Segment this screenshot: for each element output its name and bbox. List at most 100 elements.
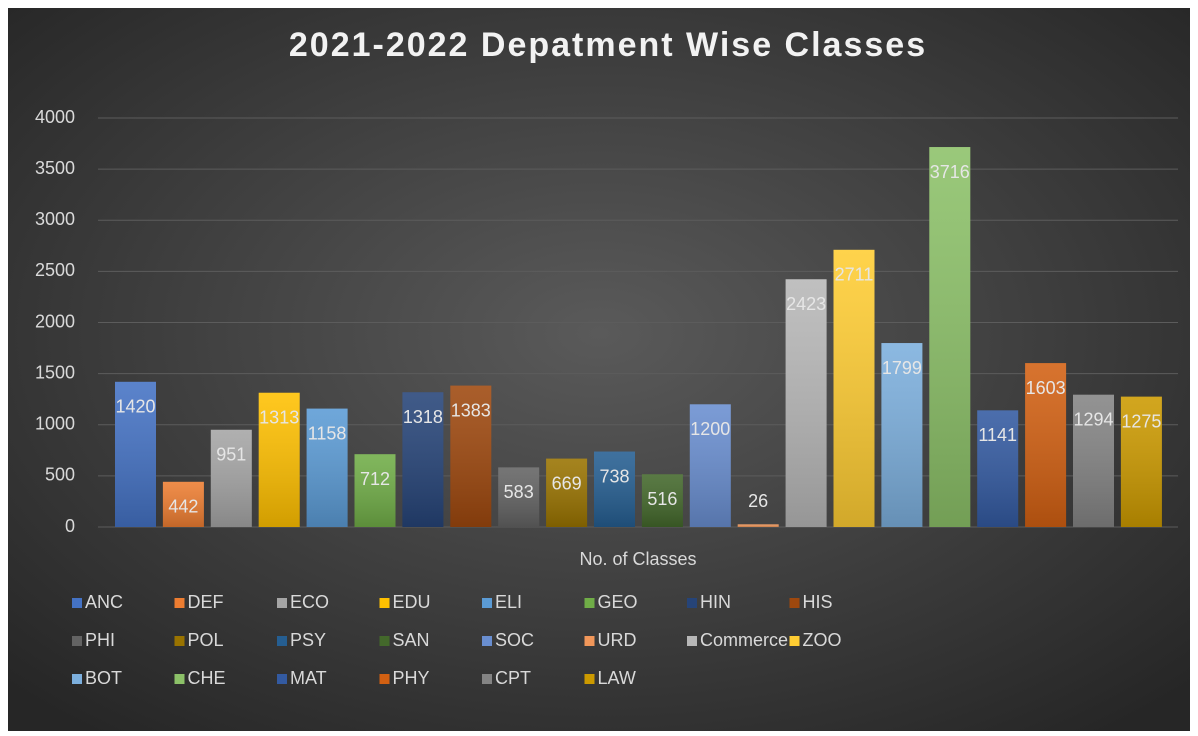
- data-label: 516: [647, 489, 677, 509]
- legend-swatch: [687, 636, 697, 646]
- data-label: 26: [748, 491, 768, 511]
- bar-shade: [450, 385, 492, 527]
- data-label: 1313: [259, 407, 299, 427]
- data-label: 738: [599, 466, 629, 486]
- y-tick-label: 2500: [35, 260, 75, 280]
- data-label: 2711: [835, 265, 874, 285]
- legend-swatch: [379, 598, 390, 608]
- data-label: 1141: [978, 425, 1017, 445]
- bar-shade: [594, 451, 635, 527]
- legend-label: ECO: [290, 592, 329, 612]
- data-label: 583: [504, 482, 534, 502]
- data-label: 1318: [403, 407, 443, 427]
- bar-shade: [641, 474, 683, 527]
- data-label: 1420: [115, 397, 155, 417]
- data-label: 669: [552, 473, 582, 493]
- y-tick-label: 1500: [35, 362, 75, 382]
- legend-label: PSY: [290, 630, 326, 650]
- legend-label: MAT: [290, 668, 327, 688]
- legend-label: PHI: [85, 630, 115, 650]
- y-tick-label: 0: [65, 516, 75, 536]
- legend-label: PHY: [393, 668, 430, 688]
- legend-label: Commerce: [700, 630, 788, 650]
- y-tick-label: 3000: [35, 209, 75, 229]
- bar-shade: [498, 467, 540, 527]
- legend-label: BOT: [85, 668, 122, 688]
- legend-label: SOC: [495, 630, 534, 650]
- data-label: 1294: [1073, 409, 1113, 429]
- legend-swatch: [584, 636, 595, 646]
- data-label: 1799: [882, 358, 922, 378]
- legend-label: CHE: [188, 668, 226, 688]
- data-label: 442: [168, 497, 198, 517]
- legend-label: URD: [598, 630, 637, 650]
- legend-label: ZOO: [803, 630, 842, 650]
- bar-shade: [1025, 363, 1067, 527]
- legend-label: SAN: [393, 630, 430, 650]
- legend-swatch: [277, 636, 287, 646]
- legend-swatch: [789, 636, 800, 646]
- legend-label: HIS: [803, 592, 833, 612]
- legend-label: DEF: [188, 592, 224, 612]
- bar-shade: [689, 404, 731, 527]
- legend-swatch: [72, 636, 82, 646]
- chart-background: [8, 8, 1190, 731]
- y-tick-label: 2000: [35, 311, 75, 331]
- legend-swatch: [277, 674, 287, 684]
- legend-swatch: [482, 598, 492, 608]
- data-label: 1200: [690, 419, 730, 439]
- legend-swatch: [584, 598, 595, 608]
- chart-title: 2021-2022 Depatment Wise Classes: [289, 26, 927, 64]
- bar-shade: [785, 279, 827, 527]
- data-label: 1603: [1026, 378, 1066, 398]
- bar-shade: [1073, 394, 1114, 527]
- legend-swatch: [174, 674, 185, 684]
- data-label: 951: [216, 445, 246, 465]
- bar-shade: [929, 147, 971, 527]
- legend-swatch: [687, 598, 697, 608]
- y-tick-label: 500: [45, 465, 75, 485]
- bar-shade: [258, 392, 300, 527]
- data-label: 712: [360, 469, 390, 489]
- legend-label: ANC: [85, 592, 123, 612]
- legend-label: ELI: [495, 592, 522, 612]
- bar-shade: [115, 381, 156, 527]
- legend-swatch: [584, 674, 595, 684]
- data-label: 2423: [786, 294, 826, 314]
- bar-shade: [306, 408, 348, 527]
- y-tick-label: 3500: [35, 158, 75, 178]
- bar-shade: [881, 343, 923, 527]
- bar-shade: [977, 410, 1019, 527]
- y-tick-label: 4000: [35, 107, 75, 127]
- data-label: 1275: [1121, 411, 1161, 431]
- bar-shade: [402, 392, 444, 527]
- bar-shade: [546, 458, 588, 527]
- legend-swatch: [789, 598, 800, 608]
- legend-swatch: [174, 636, 185, 646]
- legend-label: GEO: [598, 592, 638, 612]
- legend-label: CPT: [495, 668, 531, 688]
- legend-swatch: [482, 674, 492, 684]
- legend-swatch: [72, 674, 82, 684]
- x-axis-label: No. of Classes: [579, 549, 696, 569]
- legend-swatch: [174, 598, 185, 608]
- bar-shade: [210, 429, 252, 527]
- bar-shade: [737, 524, 779, 527]
- legend-label: POL: [188, 630, 224, 650]
- legend-swatch: [277, 598, 287, 608]
- legend-label: HIN: [700, 592, 731, 612]
- bar-shade: [354, 454, 396, 527]
- data-label: 1158: [308, 423, 347, 443]
- data-label: 1383: [451, 400, 491, 420]
- data-label: 3716: [930, 162, 970, 182]
- bar-shade: [833, 249, 875, 528]
- legend-swatch: [379, 674, 390, 684]
- bar-shade: [162, 481, 204, 527]
- y-tick-label: 1000: [35, 414, 75, 434]
- legend-label: EDU: [393, 592, 431, 612]
- legend-swatch: [379, 636, 390, 646]
- legend-swatch: [72, 598, 82, 608]
- bar-shade: [1120, 396, 1162, 527]
- legend-label: LAW: [598, 668, 636, 688]
